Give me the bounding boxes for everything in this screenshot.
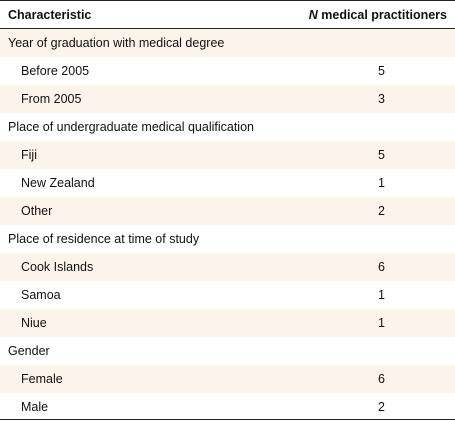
header-n-label: medical practitioners <box>317 7 447 22</box>
row-label: Female <box>21 372 63 386</box>
row-label: From 2005 <box>21 92 82 106</box>
table-row: Male 2 <box>0 393 455 421</box>
row-label: New Zealand <box>21 176 95 190</box>
row-value: 3 <box>378 92 385 106</box>
row-value: 5 <box>378 148 385 162</box>
row-label: Gender <box>8 344 50 358</box>
table-header-row: Characteristic N medical practitioners <box>0 1 455 29</box>
row-label: Before 2005 <box>21 64 90 78</box>
row-label: Year of graduation with medical degree <box>8 36 225 50</box>
table-row: Cook Islands 6 <box>0 253 455 281</box>
header-characteristic: Characteristic <box>8 7 92 22</box>
header-n-medical-practitioners: N medical practitioners <box>285 8 455 22</box>
row-label: Place of residence at time of study <box>8 232 200 246</box>
table-row: Fiji 5 <box>0 141 455 169</box>
row-label: Fiji <box>21 148 37 162</box>
table-row: Before 2005 5 <box>0 57 455 85</box>
row-value: 6 <box>378 372 385 386</box>
row-value: 2 <box>378 204 385 218</box>
table-row: New Zealand 1 <box>0 169 455 197</box>
row-value: 1 <box>378 176 385 190</box>
row-value: 5 <box>378 64 385 78</box>
row-label: Male <box>21 400 49 414</box>
row-value: 1 <box>378 288 385 302</box>
header-n-symbol: N <box>308 7 318 22</box>
table-row: Samoa 1 <box>0 281 455 309</box>
table-row-group: Gender <box>0 337 455 365</box>
row-label: Niue <box>21 316 47 330</box>
table-row-group: Place of undergraduate medical qualifica… <box>0 113 455 141</box>
row-label: Place of undergraduate medical qualifica… <box>8 120 254 134</box>
table-row: Niue 1 <box>0 309 455 337</box>
table-row-group: Place of residence at time of study <box>0 225 455 253</box>
table-row-group: Year of graduation with medical degree <box>0 29 455 57</box>
row-value: 2 <box>378 400 385 414</box>
table-row: From 2005 3 <box>0 85 455 113</box>
table-row: Other 2 <box>0 197 455 225</box>
row-label: Cook Islands <box>21 260 94 274</box>
row-label: Samoa <box>21 288 61 302</box>
row-value: 6 <box>378 260 385 274</box>
table-row: Female 6 <box>0 365 455 393</box>
row-value: 1 <box>378 316 385 330</box>
row-label: Other <box>21 204 53 218</box>
